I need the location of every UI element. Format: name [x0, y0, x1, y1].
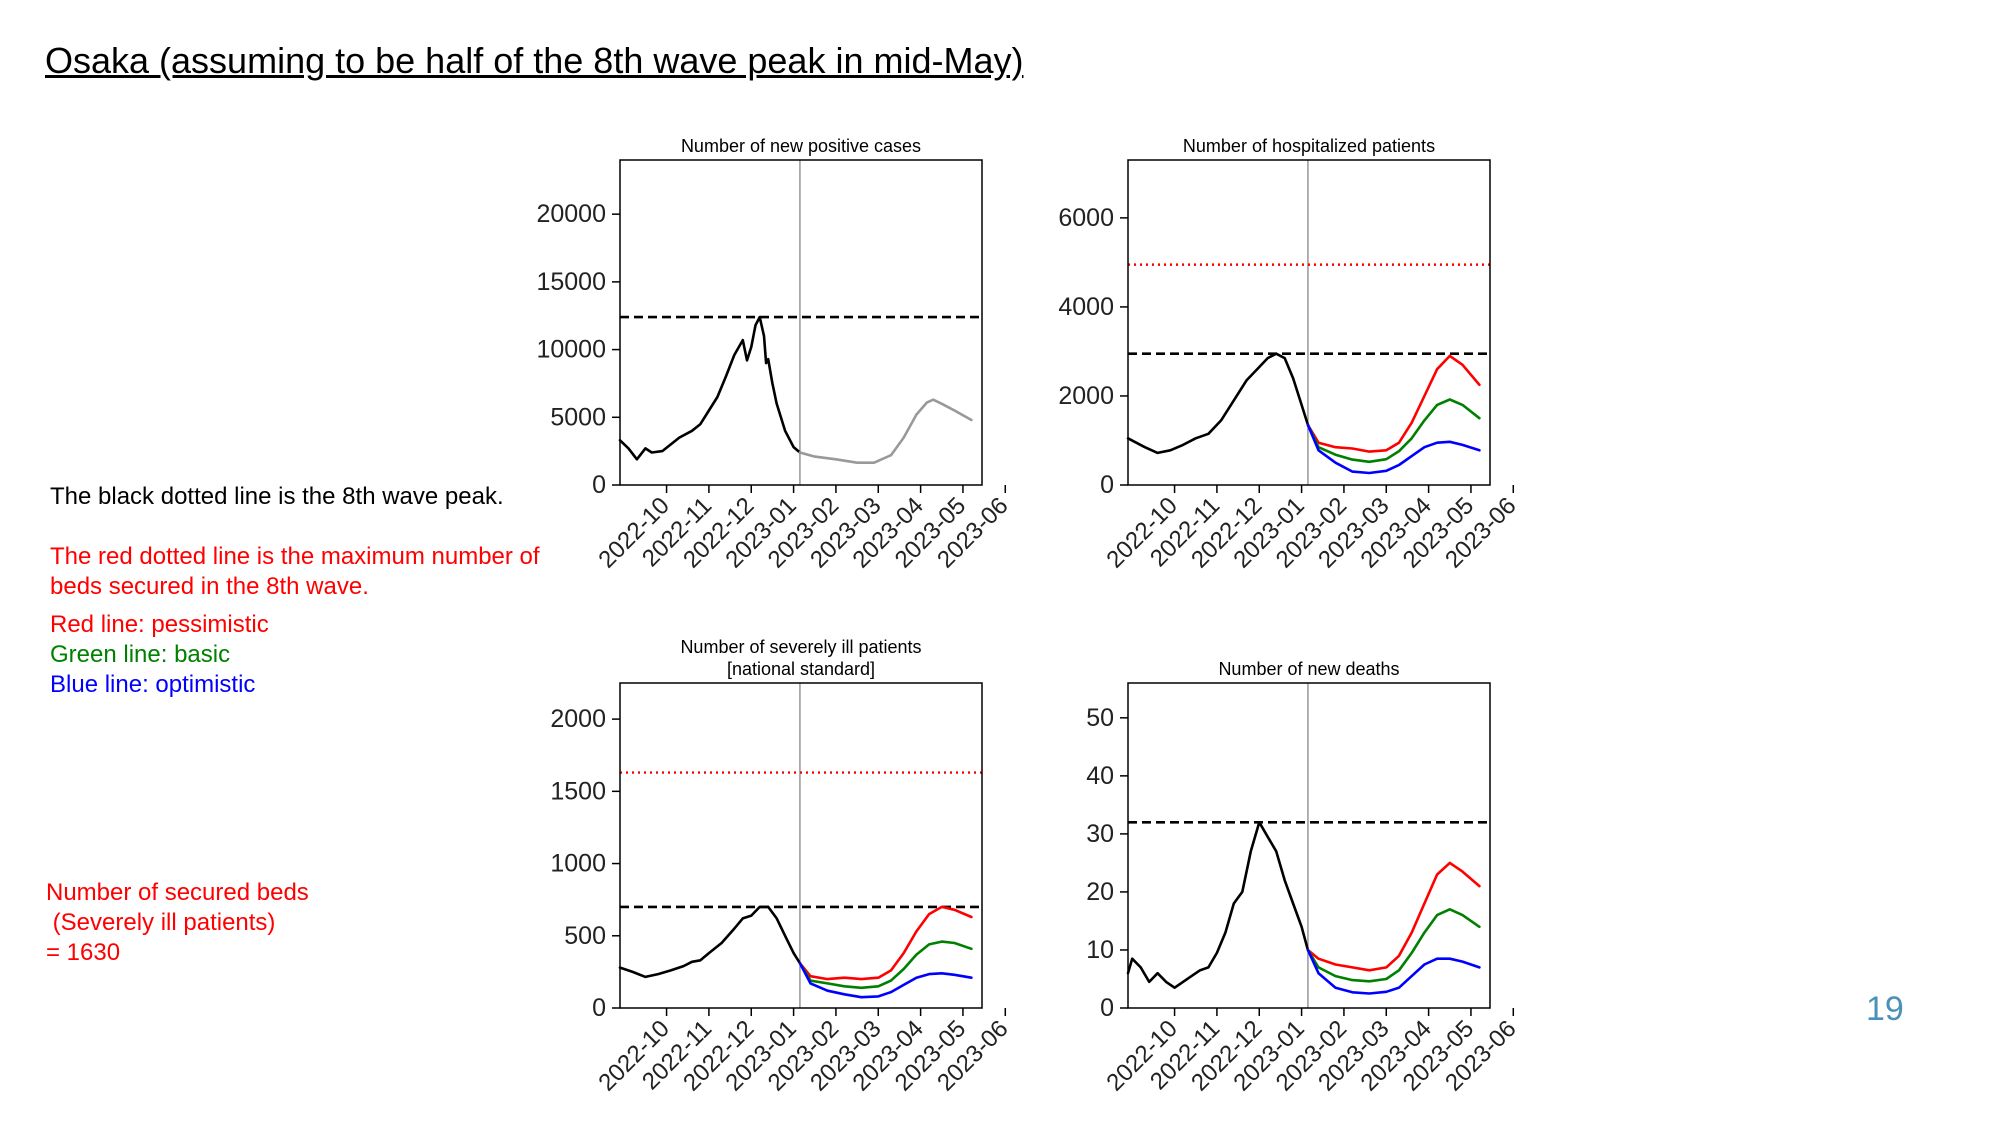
y-tick-label: 2000 — [1058, 382, 1114, 410]
y-tick-label: 4000 — [1058, 293, 1114, 321]
chart-title: [national standard] — [727, 659, 875, 679]
chart-title: Number of new deaths — [1218, 659, 1399, 679]
y-tick-label: 40 — [1086, 762, 1114, 790]
chart-title: Number of new positive cases — [681, 136, 921, 156]
series-line-red — [1306, 861, 1481, 972]
series-line-black — [1126, 821, 1310, 989]
y-tick-label: 500 — [564, 922, 606, 950]
y-tick-label: 10 — [1086, 936, 1114, 964]
chart-new-deaths: Number of new deaths010203040502022-1020… — [1086, 659, 1521, 1097]
series-line-black — [618, 905, 802, 979]
plot-frame — [619, 682, 983, 1009]
series-line-black — [1126, 352, 1310, 455]
chart-new-positive-cases: Number of new positive cases 0 5000 10000 15… — [536, 136, 1013, 574]
legend-red: Red line: pessimistic — [50, 611, 269, 638]
y-tick-label: 2000 — [550, 705, 606, 733]
chart-title: Number of severely ill patients — [680, 637, 921, 657]
series-line-blue — [798, 961, 973, 999]
y-tick-label: 20 — [1086, 878, 1114, 906]
legend-green: Green line: basic — [50, 641, 231, 668]
y-tick-label: 1000 — [550, 850, 606, 878]
series-line-green — [798, 940, 973, 990]
chart-severely-ill-patients: Number of severely ill patients[national… — [550, 637, 1013, 1097]
series-line-blue — [1306, 948, 1481, 995]
page-number: 19 — [1866, 990, 1904, 1028]
plot-frame — [619, 159, 983, 486]
note-red-text: The red dotted line is the maximum numbe… — [50, 543, 540, 600]
series-line-black — [618, 315, 802, 461]
series-line-gray — [798, 398, 973, 464]
series-line-green — [1306, 908, 1481, 983]
y-tick-label: 10000 — [536, 336, 606, 364]
y-tick-label: 50 — [1086, 704, 1114, 732]
y-tick-label: 0 — [592, 471, 606, 499]
legend-blue: Blue line: optimistic — [50, 671, 256, 698]
y-tick-label: 6000 — [1058, 204, 1114, 232]
series-line-red — [798, 905, 973, 981]
y-tick-label: 0 — [1100, 994, 1114, 1022]
y-tick-label: 1500 — [550, 777, 606, 805]
series-line-green — [1306, 398, 1481, 464]
secured-beds-note: Number of secured beds (Severely ill pat… — [46, 879, 309, 966]
chart-hospitalized-patients: Number of hospitalized patients 0 2000 4000… — [1058, 136, 1521, 574]
y-tick-label: 20000 — [536, 200, 606, 228]
note-black-text: The black dotted line is the 8th wave pe… — [50, 483, 504, 510]
series-line-blue — [1306, 423, 1481, 475]
plot-frame — [1127, 682, 1491, 1009]
chart-title: Number of hospitalized patients — [1183, 136, 1435, 156]
y-tick-label: 0 — [592, 994, 606, 1022]
y-tick-label: 5000 — [550, 403, 606, 431]
plot-frame — [1127, 159, 1491, 486]
slide-title: Osaka (assuming to be half of the 8th wa… — [45, 40, 1024, 81]
y-tick-label: 30 — [1086, 820, 1114, 848]
scenario-legend: Red line: pessimistic Green line: basic … — [50, 610, 269, 700]
note-black-line: The black dotted line is the 8th wave pe… — [50, 452, 570, 602]
y-tick-label: 15000 — [536, 268, 606, 296]
series-line-red — [1306, 354, 1481, 453]
y-tick-label: 0 — [1100, 471, 1114, 499]
